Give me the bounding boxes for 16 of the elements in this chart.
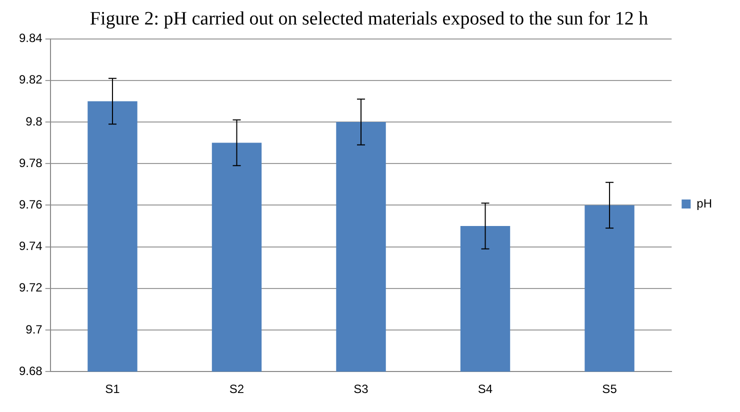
y-tick-label: 9.82 <box>18 72 43 87</box>
x-tick-label: S3 <box>354 382 369 396</box>
y-tick-label: 9.84 <box>18 31 43 46</box>
y-tick-label: 9.8 <box>26 114 43 128</box>
y-tick-label: 9.78 <box>18 156 43 170</box>
x-tick-label: S1 <box>105 382 120 396</box>
x-tick-label: S5 <box>602 382 618 396</box>
y-tick-label: 9.7 <box>26 322 43 336</box>
y-tick-label: 9.76 <box>18 198 43 212</box>
y-tick-label: 9.68 <box>18 364 43 378</box>
legend-label: pH <box>696 196 712 210</box>
x-tick-label: S2 <box>229 382 244 396</box>
y-tick-label: 9.74 <box>18 239 43 254</box>
chart-title: Figure 2: pH carried out on selected materials exposed to the sun for 12 h <box>90 8 649 30</box>
y-tick-label: 9.72 <box>18 280 43 295</box>
x-tick-label: S4 <box>478 382 493 396</box>
